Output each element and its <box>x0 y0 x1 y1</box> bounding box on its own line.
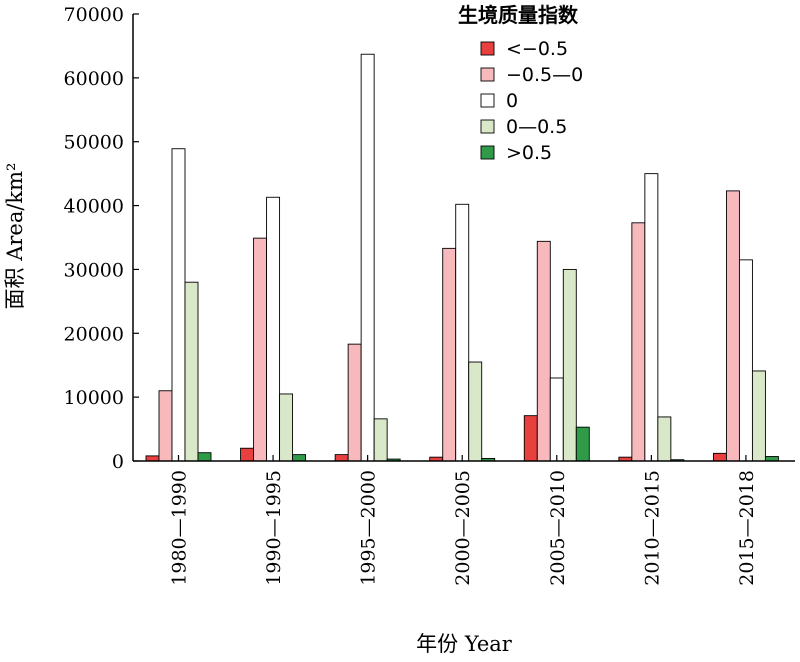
legend-item: −0.5—0 <box>480 64 583 86</box>
legend-swatch <box>480 119 495 134</box>
bar <box>536 240 551 462</box>
bar <box>197 452 212 462</box>
bar <box>184 281 199 462</box>
x-tick-label: 1995—2000 <box>358 470 380 586</box>
legend-label: −0.5—0 <box>506 64 583 86</box>
bar <box>158 390 173 462</box>
legend-item: <−0.5 <box>480 38 568 60</box>
legend-label: >0.5 <box>506 142 552 164</box>
legend-swatch <box>480 41 495 56</box>
bar <box>725 190 740 462</box>
bar <box>266 196 281 462</box>
legend-item: >0.5 <box>480 142 552 164</box>
x-tick-label: 1990—1995 <box>263 470 285 586</box>
bar <box>751 370 766 462</box>
y-tick-label: 10000 <box>64 387 124 409</box>
y-tick-label: 40000 <box>64 196 124 218</box>
bar <box>334 454 349 462</box>
bar <box>347 343 362 462</box>
bar <box>738 259 753 462</box>
x-tick-label: 2005—2010 <box>547 470 569 586</box>
bar <box>455 203 470 462</box>
bar-group <box>523 240 590 462</box>
legend-label: 0 <box>506 90 518 112</box>
legend-label: 0—0.5 <box>506 116 567 138</box>
bar-group <box>334 53 401 462</box>
bar <box>657 416 672 462</box>
bar-group <box>240 196 307 462</box>
x-axis: 1980—1990 1990—1995 1995—2000 2000—2005 2005… <box>133 455 795 586</box>
bar <box>373 418 388 462</box>
bar <box>171 148 186 462</box>
bar-group <box>712 190 779 462</box>
y-tick-label: 30000 <box>64 259 124 281</box>
y-tick-label: 70000 <box>64 4 124 26</box>
bar <box>523 415 538 462</box>
y-tick-label: 50000 <box>64 132 124 154</box>
y-tick-label: 0 <box>112 451 124 473</box>
x-tick-label: 2010—2015 <box>641 470 663 586</box>
y-tick-label: 20000 <box>64 323 124 345</box>
x-tick-label: 2000—2005 <box>452 470 474 586</box>
x-tick-label: 1980—1990 <box>169 470 191 586</box>
y-axis: 0 10000 20000 30000 40000 50000 60000 70000 <box>64 4 139 473</box>
bar-group <box>618 173 685 462</box>
legend-swatch <box>480 145 495 160</box>
bar <box>644 173 659 462</box>
y-axis-title: 面积 Area/km² <box>3 163 27 310</box>
bar <box>442 247 457 462</box>
plot-area <box>145 53 779 462</box>
bar <box>292 454 307 462</box>
bar <box>279 393 294 462</box>
bar <box>240 447 255 462</box>
legend-label: <−0.5 <box>506 38 568 60</box>
legend-item: 0 <box>480 90 518 112</box>
bar <box>549 377 564 462</box>
bar <box>631 222 646 462</box>
legend-item: 0—0.5 <box>480 116 567 138</box>
bar <box>145 455 160 462</box>
legend-title: 生境质量指数 <box>458 3 579 27</box>
bar <box>562 268 577 462</box>
bar-group <box>429 203 496 462</box>
bar <box>468 361 483 462</box>
legend-swatch <box>480 93 495 108</box>
bar <box>712 452 727 462</box>
x-axis-title: 年份 Year <box>416 632 513 656</box>
x-tick-label: 2015—2018 <box>736 470 758 586</box>
bar <box>575 426 590 462</box>
bar <box>253 237 268 462</box>
legend-swatch <box>480 67 495 82</box>
bar-group <box>145 148 212 462</box>
bar <box>360 53 375 462</box>
y-tick-label: 60000 <box>64 68 124 90</box>
legend: 生境质量指数 <−0.5 −0.5—0 0 0—0.5 >0.5 <box>458 3 583 164</box>
